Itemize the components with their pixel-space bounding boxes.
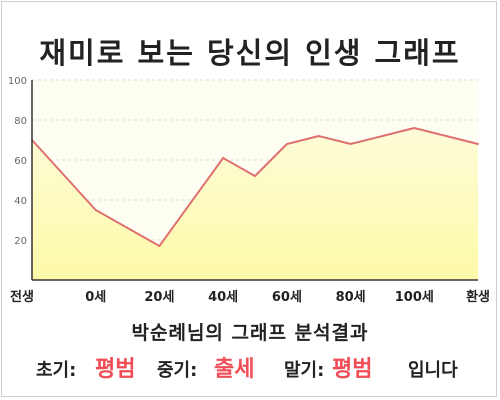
data-point (381, 135, 384, 137)
data-point (477, 143, 479, 145)
data-point (94, 209, 97, 211)
data-point (413, 127, 416, 129)
analysis-subtitle: 박순례님의 그래프 분석결과 (131, 322, 369, 344)
x-tick-label: 60세 (272, 290, 302, 305)
middle-label: 중기: (157, 360, 198, 381)
data-point (158, 245, 161, 247)
x-tick-label: 20세 (144, 290, 174, 305)
analysis-result: 초기: 평범 중기: 출세 말기: 평범 입니다 (0, 348, 500, 384)
early-value: 평범 (95, 357, 136, 382)
x-tick-label: 전생 (10, 289, 34, 305)
ending-text: 입니다 (408, 360, 458, 381)
middle-value: 출세 (214, 357, 255, 382)
x-tick-label: 40세 (208, 290, 238, 305)
data-point (285, 143, 288, 145)
x-tick-label: 환생 (466, 289, 490, 305)
x-tick-label: 0세 (85, 290, 106, 305)
y-tick-label: 80 (14, 116, 27, 127)
data-point (349, 143, 352, 145)
y-tick-label: 20 (14, 236, 27, 247)
area-fill (32, 128, 478, 280)
y-tick-label: 40 (14, 196, 27, 207)
y-tick-label: 60 (14, 156, 27, 167)
data-point (254, 175, 256, 177)
data-point (222, 157, 225, 159)
data-point (317, 135, 320, 137)
x-tick-label: 100세 (395, 290, 434, 305)
page-title: 재미로 보는 당신의 인생 그래프 (39, 36, 461, 70)
early-label: 초기: (36, 360, 77, 381)
late-value: 평범 (332, 357, 373, 382)
late-label: 말기: (284, 360, 325, 381)
x-tick-label: 80세 (336, 290, 366, 305)
y-tick-label: 100 (8, 76, 27, 87)
